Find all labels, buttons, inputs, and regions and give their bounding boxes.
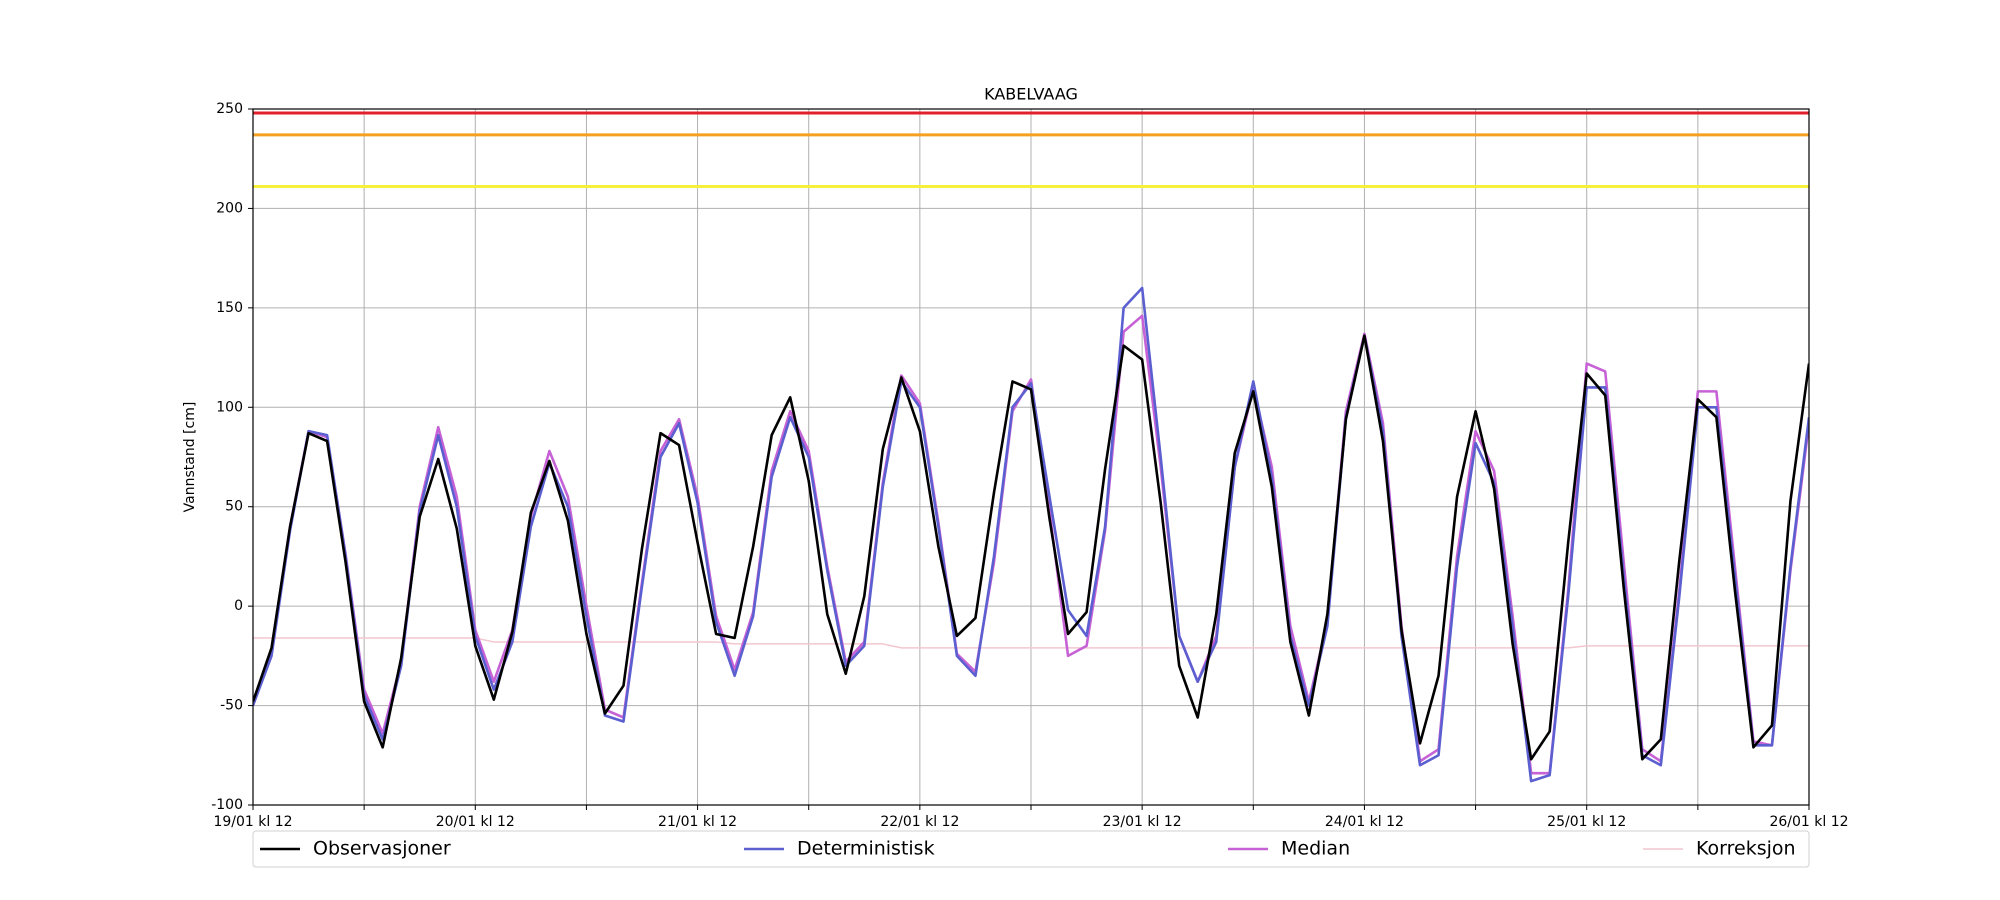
x-tick-label: 24/01 kl 12 [1325,814,1404,830]
plot-frame [252,108,1810,806]
chart-title: KABELVAAG [984,85,1078,104]
x-tick-label: 20/01 kl 12 [436,814,515,830]
y-tick-label: 200 [216,200,243,216]
y-tick-label: 0 [234,598,243,614]
x-tick-label: 25/01 kl 12 [1547,814,1626,830]
x-tick-label: 22/01 kl 12 [880,814,959,830]
y-tick-label: -100 [211,797,243,813]
y-axis-label: Vannstand [cm] [182,402,198,513]
y-tick-label: 100 [216,399,243,415]
y-tick-label: 250 [216,101,243,117]
legend-label: Korreksjon [1696,838,1796,860]
series-line [253,286,1809,783]
legend-box [252,830,1810,868]
x-tick-label: 23/01 kl 12 [1103,814,1182,830]
x-tick-label: 19/01 kl 12 [213,814,292,830]
legend-label: Deterministisk [797,838,935,860]
y-tick-label: -50 [220,698,243,714]
legend-label: Observasjoner [313,838,451,860]
y-tick-label: 150 [216,300,243,316]
y-tick-label: 50 [225,499,243,515]
legend-label: Median [1281,838,1350,860]
x-tick-label: 26/01 kl 12 [1769,814,1848,830]
x-tick-label: 21/01 kl 12 [658,814,737,830]
series-line [253,334,1809,761]
